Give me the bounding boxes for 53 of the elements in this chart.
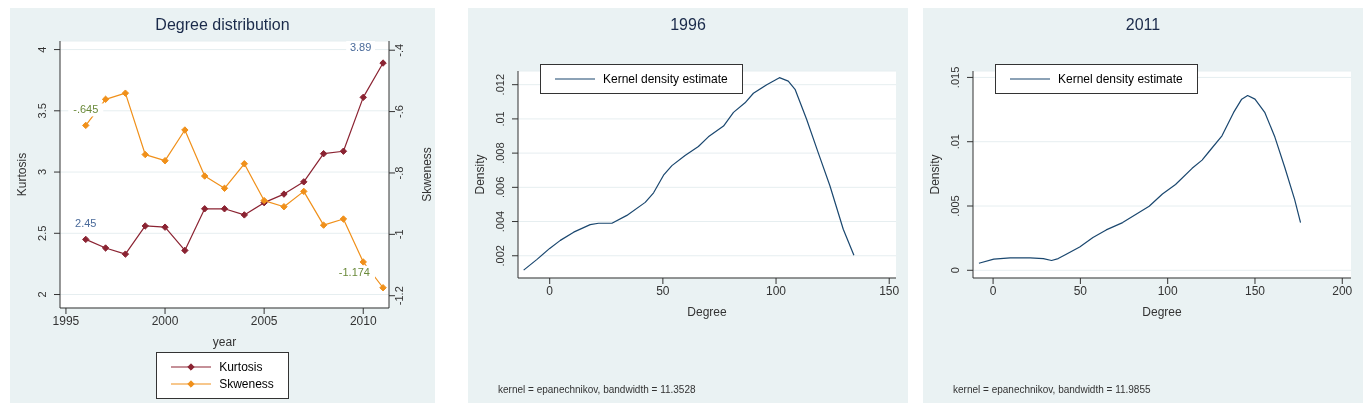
y2-axis-title: Skweness — [420, 147, 435, 202]
legend-label: Kernel density estimate — [1058, 72, 1183, 86]
y-tick-label: .006 — [494, 176, 506, 199]
y-tick-label: .015 — [949, 66, 961, 89]
x-tick-label: 50 — [1073, 283, 1088, 298]
y2-tick-label: -.6 — [393, 105, 405, 119]
x-tick-label: 150 — [1244, 283, 1266, 298]
y2-tick-label: -1 — [393, 229, 405, 240]
x-tick-label: 0 — [989, 283, 997, 298]
y-tick-label: 3 — [36, 168, 48, 176]
legend-label: Kurtosis — [219, 360, 263, 374]
y-tick-label: 2 — [36, 291, 48, 298]
text: kernel = epanechnikov, bandwidth = 11.3528 — [498, 384, 696, 395]
x-axis-title: Degree — [1142, 305, 1182, 319]
x-axis-title: Degree — [687, 305, 727, 319]
y-axis-title: Density — [473, 154, 488, 195]
x-tick-label: 2010 — [349, 313, 377, 328]
text: kernel = epanechnikov, bandwidth = 11.9855 — [953, 384, 1151, 395]
y-tick-label: .004 — [494, 210, 506, 233]
y-tick-label: .01 — [949, 134, 961, 150]
x-tick-label: 150 — [879, 283, 900, 298]
data-label: -.645 — [73, 103, 99, 116]
y2-tick-label: -.8 — [393, 166, 405, 180]
y-tick-label: .008 — [494, 142, 506, 164]
data-label: 2.45 — [75, 217, 97, 230]
x-tick-label: 100 — [766, 283, 787, 298]
y-tick-label: .012 — [494, 73, 506, 96]
y-tick-label: 0 — [949, 267, 961, 274]
x-tick-label: 2005 — [250, 313, 278, 328]
y2-tick-label: -.4 — [393, 43, 405, 57]
y-tick-label: 4 — [36, 46, 48, 53]
y2-tick-label: -1.2 — [393, 286, 405, 306]
y-tick-label: .002 — [494, 245, 506, 267]
data-label: -1.174 — [338, 265, 370, 278]
y-tick-label: .01 — [494, 111, 506, 127]
chart-title: 2011 — [1124, 16, 1162, 34]
x-tick-label: 100 — [1157, 283, 1179, 298]
x-tick-label: 200 — [1332, 283, 1353, 298]
legend-label: Skweness — [219, 377, 274, 391]
chart-title: 1996 — [669, 16, 707, 34]
y-tick-label: .005 — [949, 195, 961, 217]
x-tick-label: 50 — [656, 283, 670, 298]
x-axis-title: year — [212, 335, 237, 349]
chart-title: Degree distribution — [154, 16, 291, 34]
y-axis-title: Kurtosis — [15, 152, 30, 197]
y-axis-title: Density — [928, 154, 943, 195]
y-tick-label: 3.5 — [36, 103, 48, 119]
data-label: 3.89 — [349, 41, 372, 54]
y-tick-label: 2.5 — [36, 225, 48, 241]
x-tick-label: 1995 — [52, 313, 80, 328]
x-tick-label: 0 — [546, 283, 554, 298]
legend-label: Kernel density estimate — [603, 72, 728, 86]
x-tick-label: 2000 — [151, 313, 179, 328]
